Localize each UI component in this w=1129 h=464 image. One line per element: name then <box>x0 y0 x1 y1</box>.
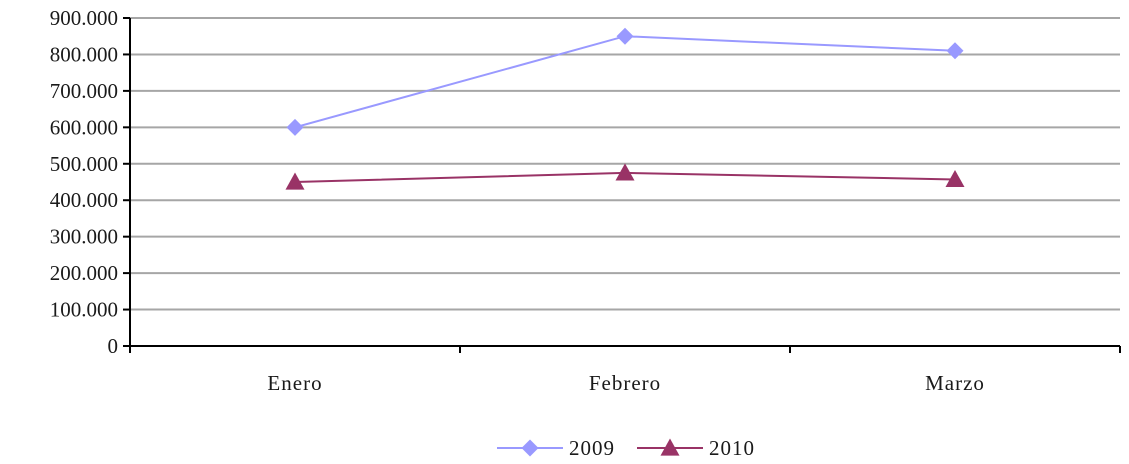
data-point <box>615 163 635 181</box>
data-point <box>285 172 305 190</box>
y-tick-label: 600.000 <box>50 115 118 139</box>
y-tick-label: 500.000 <box>50 152 118 176</box>
y-axis-tick-labels: 0 100.000 200.000 300.000 400.000 500.000 600.… <box>50 6 118 358</box>
x-category-label: Enero <box>267 371 322 395</box>
data-point <box>616 27 634 45</box>
x-axis-category-labels: Enero Febrero Marzo <box>267 371 985 395</box>
series-2009 <box>286 27 964 136</box>
legend: 2009 2010 <box>497 436 755 460</box>
x-category-label: Marzo <box>925 371 985 395</box>
x-category-label: Febrero <box>589 371 661 395</box>
axes <box>123 17 1121 353</box>
data-point <box>286 118 304 136</box>
legend-label: 2009 <box>569 436 615 460</box>
y-tick-label: 0 <box>108 334 119 358</box>
series-line <box>294 35 956 129</box>
y-tick-label: 400.000 <box>50 188 118 212</box>
legend-item: 2010 <box>637 436 755 460</box>
y-tick-label: 700.000 <box>50 79 118 103</box>
y-tick-label: 100.000 <box>50 298 118 322</box>
series-lines <box>285 27 965 190</box>
series-2010 <box>285 163 965 190</box>
y-tick-label: 200.000 <box>50 261 118 285</box>
y-tick-label: 900.000 <box>50 6 118 30</box>
legend-marker <box>521 439 539 457</box>
legend-label: 2010 <box>709 436 755 460</box>
data-point <box>946 42 964 60</box>
y-tick-label: 300.000 <box>50 225 118 249</box>
legend-item: 2009 <box>497 436 615 460</box>
y-tick-label: 800.000 <box>50 42 118 66</box>
data-point <box>945 169 965 188</box>
legend-marker <box>660 438 680 456</box>
